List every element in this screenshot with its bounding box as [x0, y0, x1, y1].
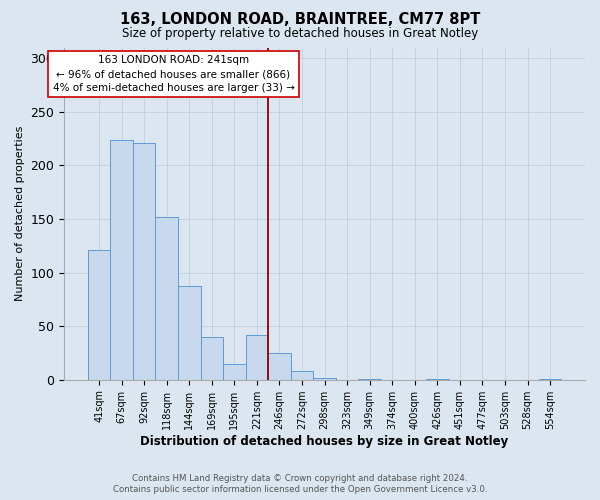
X-axis label: Distribution of detached houses by size in Great Notley: Distribution of detached houses by size … — [140, 434, 509, 448]
Bar — [110, 140, 133, 380]
Bar — [155, 217, 178, 380]
Text: 163 LONDON ROAD: 241sqm
← 96% of detached houses are smaller (866)
4% of semi-de: 163 LONDON ROAD: 241sqm ← 96% of detache… — [53, 55, 295, 93]
Y-axis label: Number of detached properties: Number of detached properties — [15, 126, 25, 302]
Bar — [223, 364, 245, 380]
Bar — [313, 378, 336, 380]
Bar — [426, 378, 449, 380]
Bar — [178, 286, 200, 380]
Bar — [200, 337, 223, 380]
Text: Size of property relative to detached houses in Great Notley: Size of property relative to detached ho… — [122, 28, 478, 40]
Bar — [133, 143, 155, 380]
Bar — [358, 378, 381, 380]
Bar — [291, 371, 313, 380]
Text: 163, LONDON ROAD, BRAINTREE, CM77 8PT: 163, LONDON ROAD, BRAINTREE, CM77 8PT — [120, 12, 480, 28]
Bar — [88, 250, 110, 380]
Bar — [539, 378, 562, 380]
Bar — [245, 334, 268, 380]
Bar — [268, 353, 291, 380]
Text: Contains HM Land Registry data © Crown copyright and database right 2024.
Contai: Contains HM Land Registry data © Crown c… — [113, 474, 487, 494]
